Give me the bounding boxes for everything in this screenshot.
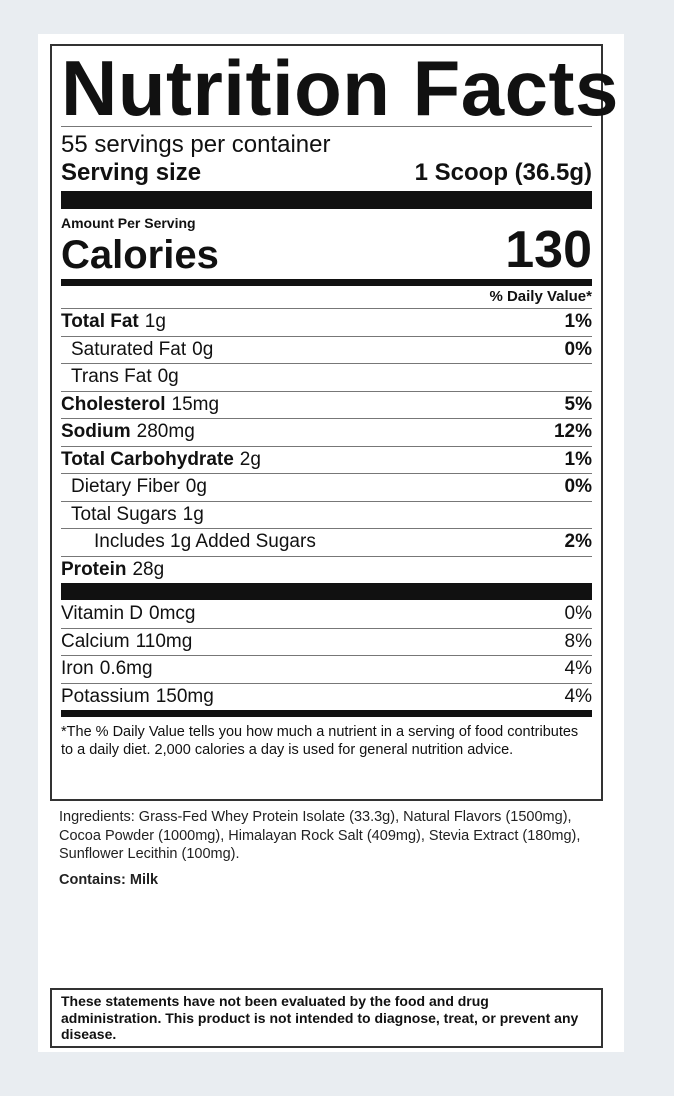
- nutrient-name: Cholesterol: [61, 393, 166, 415]
- nutrient-name: Dietary Fiber: [71, 476, 180, 497]
- nutrient-row: Total Carbohydrate 2g 1%: [61, 447, 592, 474]
- daily-value-percent: 0%: [564, 338, 592, 360]
- nutrition-facts-label: Nutrition Facts 55 servings per containe…: [50, 44, 619, 801]
- thick-divider: [61, 191, 592, 209]
- nutrient-amount: 28g: [132, 558, 165, 580]
- nutrient-name-amount: Potassium 150mg: [61, 684, 214, 711]
- daily-value-percent: 8%: [564, 630, 592, 652]
- nutrient-name-amount: Saturated Fat 0g: [61, 337, 213, 364]
- nutrient-name: Includes 1g Added Sugars: [94, 531, 316, 552]
- nutrient-name-amount: Includes 1g Added Sugars: [61, 529, 316, 556]
- daily-value-percent: 0%: [564, 476, 592, 497]
- nutrient-amount: 0g: [157, 366, 179, 387]
- nutrient-name: Total Sugars: [71, 503, 177, 525]
- nutrient-name-amount: Dietary Fiber 0g: [61, 474, 207, 501]
- nutrient-row: Potassium 150mg 4%: [61, 684, 592, 711]
- calories-label: Calories: [61, 233, 219, 277]
- nutrient-name: Calcium: [61, 630, 130, 652]
- nutrient-name: Trans Fat: [71, 366, 152, 387]
- nutrient-row: Sodium 280mg 12%: [61, 419, 592, 447]
- nutrient-row: Iron 0.6mg 4%: [61, 656, 592, 684]
- nutrient-name-amount: Iron 0.6mg: [61, 656, 153, 683]
- vitamin-list: Vitamin D 0mcg 0% Calcium 110mg 8% Iron 0.6mg 4%…: [61, 601, 592, 710]
- nutrient-amount: 280mg: [136, 421, 195, 442]
- nutrient-name: Sodium: [61, 421, 131, 442]
- nutrient-row: Cholesterol 15mg 5%: [61, 392, 592, 419]
- daily-value-percent: 4%: [564, 685, 592, 707]
- nutrient-row: Vitamin D 0mcg 0%: [61, 601, 592, 629]
- serving-size-value: 1 Scoop (36.5g): [414, 159, 592, 186]
- nutrient-name-amount: Sodium 280mg: [61, 419, 195, 446]
- nutrient-name: Total Carbohydrate: [61, 448, 234, 470]
- serving-size-label: Serving size: [61, 159, 202, 186]
- daily-value-percent: 4%: [564, 658, 592, 679]
- ingredients: Ingredients: Grass-Fed Whey Protein Isol…: [59, 809, 581, 862]
- nutrient-amount: 110mg: [135, 630, 193, 652]
- nutrient-name-amount: Trans Fat 0g: [61, 364, 179, 391]
- nutrient-name: Saturated Fat: [71, 338, 187, 360]
- amount-per-serving: Amount Per Serving: [61, 215, 196, 231]
- nutrient-row: Saturated Fat 0g 0%: [61, 337, 592, 364]
- nutrient-row: Total Fat 1g 1%: [61, 309, 592, 337]
- nutrient-amount: 150mg: [155, 685, 214, 707]
- nutrient-name-amount: Protein 28g: [61, 557, 164, 584]
- nutrient-name-amount: Cholesterol 15mg: [61, 392, 219, 419]
- nutrient-row: Calcium 110mg 8%: [61, 629, 592, 656]
- daily-value-percent: 1%: [564, 448, 592, 470]
- nutrient-amount: 0.6mg: [99, 658, 153, 679]
- nutrient-row: Includes 1g Added Sugars 2%: [61, 529, 592, 557]
- nutrient-name: Total Fat: [61, 311, 139, 332]
- daily-value-percent: 5%: [564, 393, 592, 415]
- nutrient-name-amount: Vitamin D 0mcg: [61, 601, 195, 628]
- nutrient-row: Trans Fat 0g: [61, 364, 592, 392]
- medium-divider: [61, 710, 592, 717]
- daily-value-percent: 2%: [564, 531, 592, 552]
- nutrient-amount: 15mg: [171, 393, 220, 415]
- fda-disclaimer: These statements have not been evaluated…: [50, 988, 603, 1048]
- nutrient-amount: 1g: [182, 503, 204, 525]
- nutrient-amount: 2g: [239, 448, 261, 470]
- nutrient-row: Protein 28g: [61, 557, 592, 584]
- nutrient-amount: 1g: [144, 311, 166, 332]
- serving-size: Serving size 1 Scoop (36.5g): [61, 159, 592, 187]
- calories-row: Calories 130: [61, 224, 592, 277]
- nutrient-name: Iron: [61, 658, 94, 679]
- nutrient-name-amount: Total Fat 1g: [61, 309, 166, 336]
- nutrient-amount: 0g: [185, 476, 207, 497]
- daily-value-header: % Daily Value*: [61, 286, 592, 309]
- nutrient-name-amount: Total Sugars 1g: [61, 502, 204, 529]
- servings-per-container: 55 servings per container: [61, 131, 331, 158]
- label-panel: Nutrition Facts 55 servings per containe…: [38, 34, 624, 1052]
- allergen-statement: Contains: Milk: [59, 872, 159, 888]
- nutrient-amount: 0mcg: [149, 603, 196, 624]
- nutrient-name-amount: Calcium 110mg: [61, 629, 192, 656]
- nutrient-row: Total Sugars 1g: [61, 502, 592, 529]
- daily-value-percent: 0%: [564, 603, 592, 624]
- nutrient-name: Potassium: [61, 685, 150, 707]
- calories-value: 130: [505, 221, 592, 279]
- nutrient-amount: 0g: [192, 338, 214, 360]
- nutrient-name-amount: Total Carbohydrate 2g: [61, 447, 261, 474]
- daily-value-percent: 12%: [553, 421, 592, 442]
- nutrient-name: Vitamin D: [61, 603, 144, 624]
- daily-value-footnote: *The % Daily Value tells you how much a …: [61, 724, 579, 758]
- nutrient-name: Protein: [61, 558, 127, 580]
- medium-divider: [61, 279, 592, 286]
- nutrient-row: Dietary Fiber 0g 0%: [61, 474, 592, 502]
- daily-value-percent: 1%: [564, 311, 592, 332]
- nutrient-list: Total Fat 1g 1% Saturated Fat 0g 0% Trans Fat 0…: [61, 309, 592, 583]
- divider: [61, 126, 592, 127]
- label-title: Nutrition Facts: [61, 44, 619, 132]
- thick-divider: [61, 583, 592, 600]
